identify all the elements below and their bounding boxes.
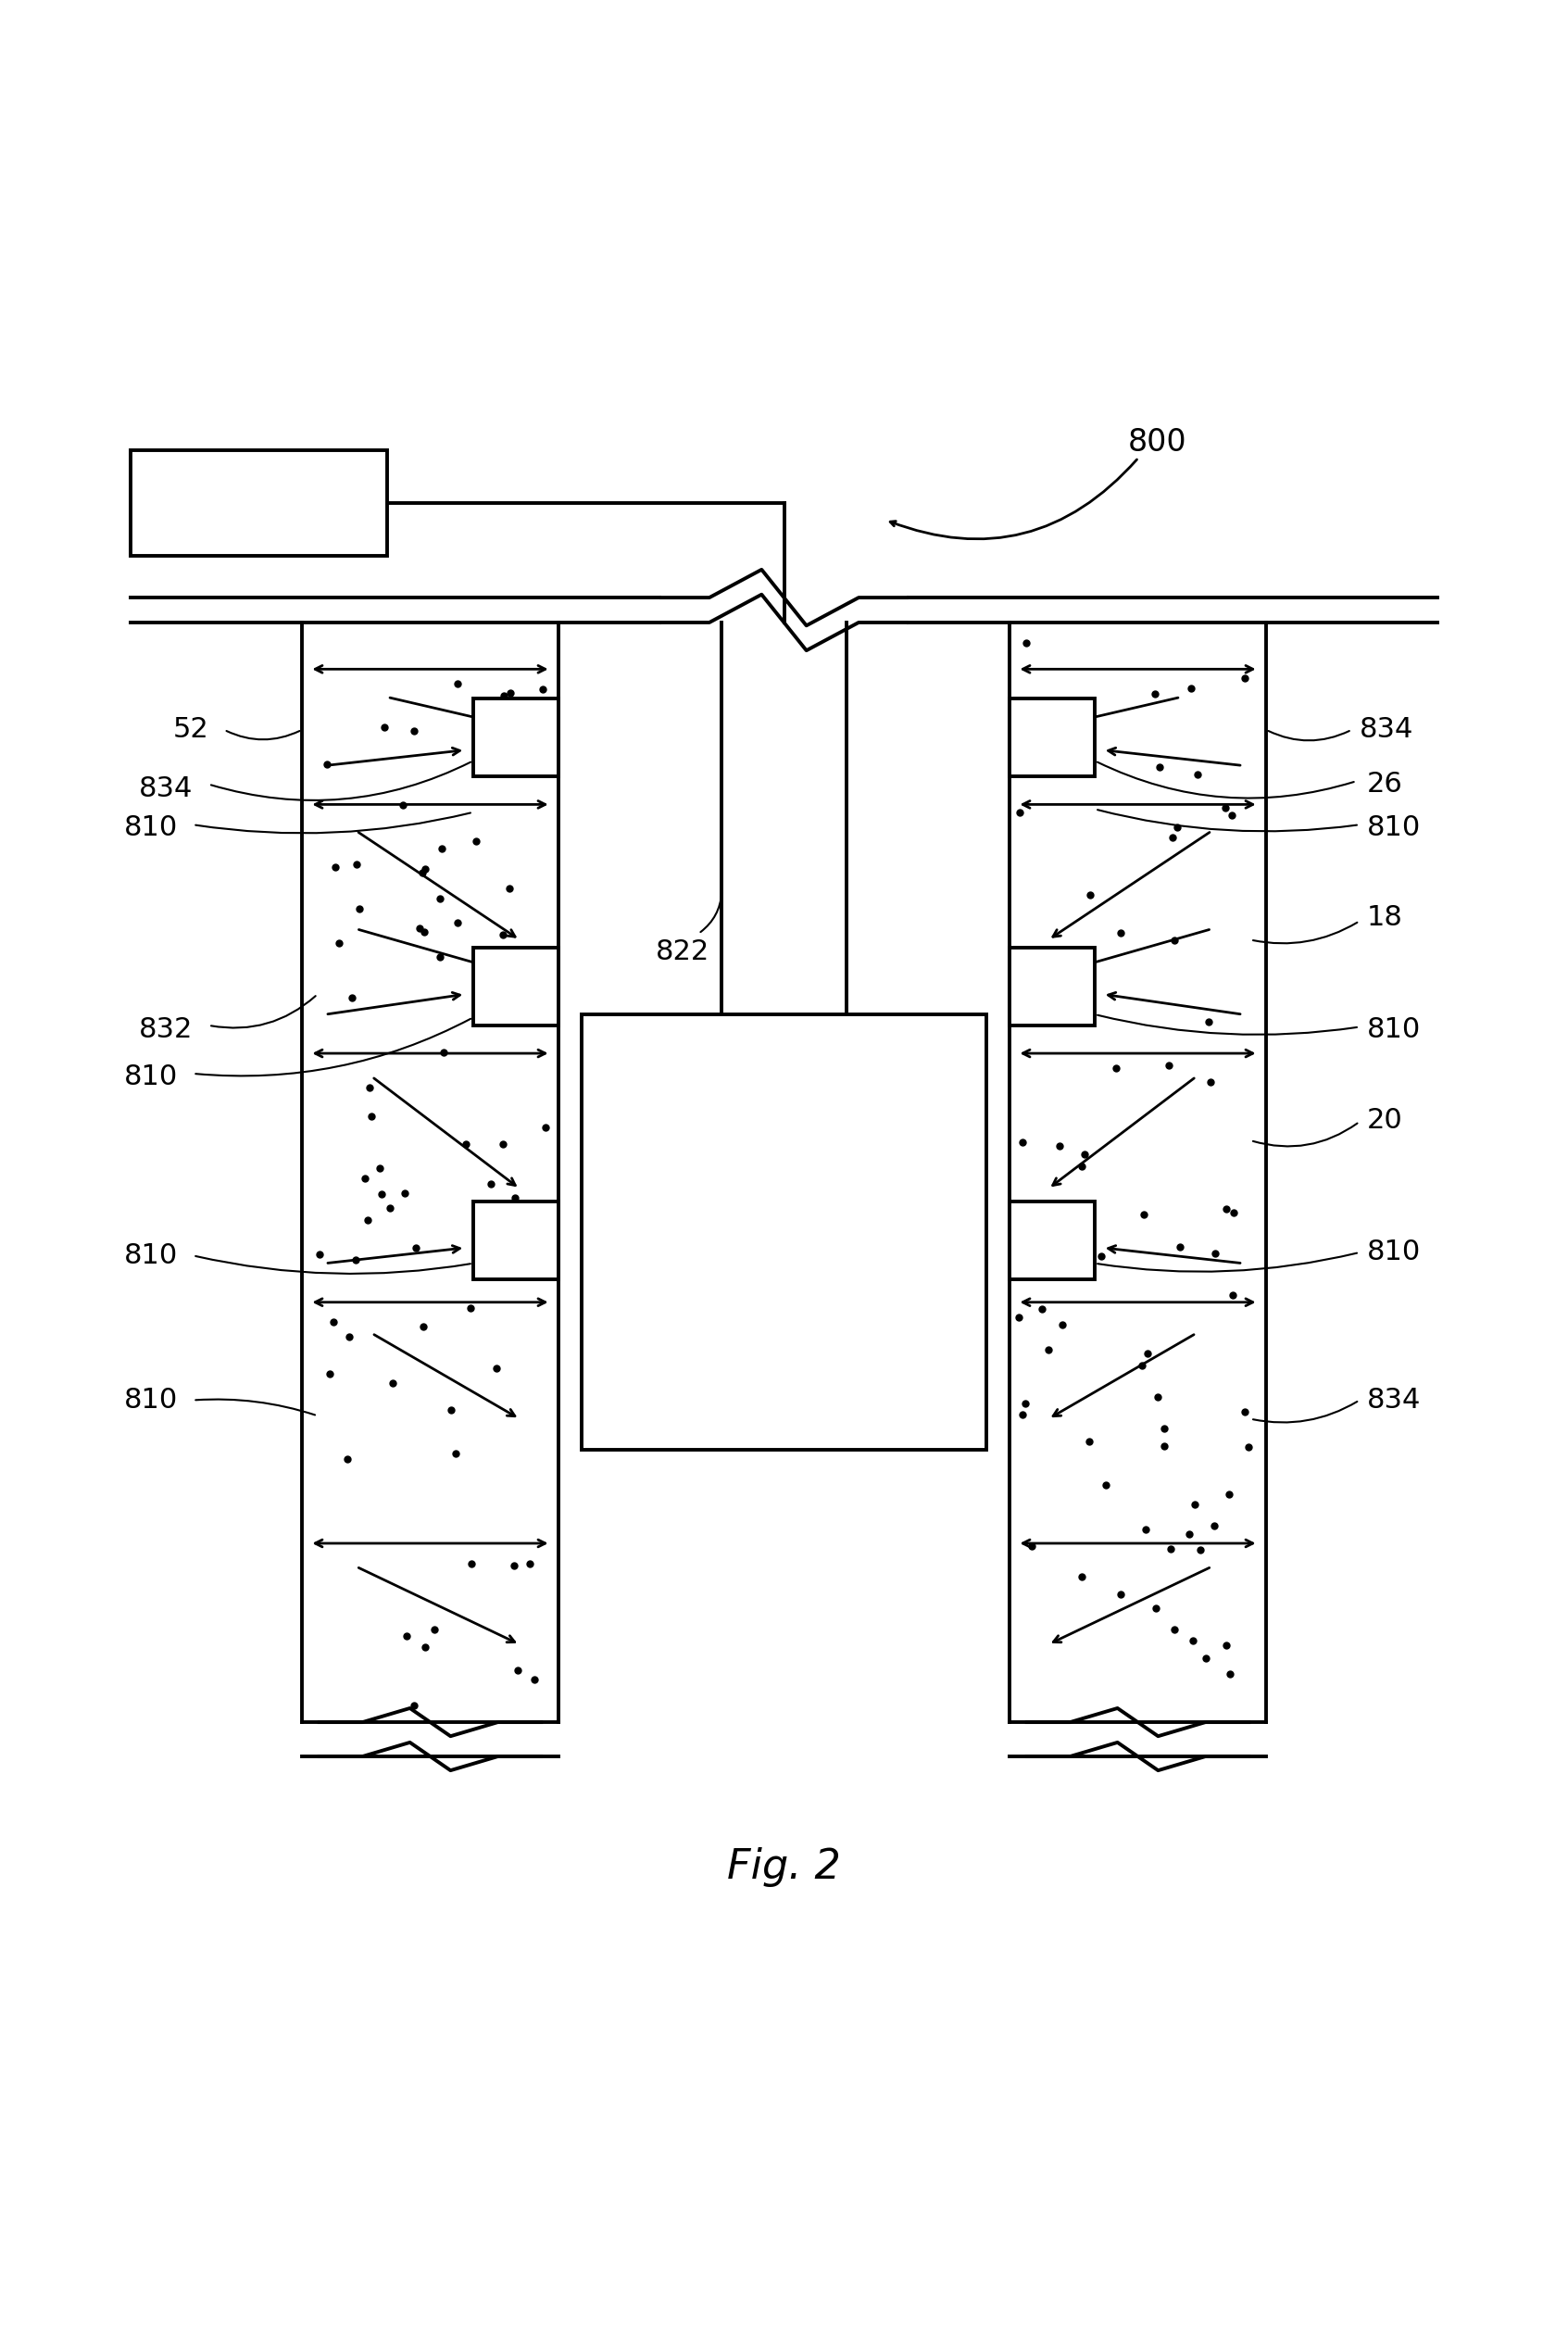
Text: 834: 834 xyxy=(1367,1388,1421,1413)
Bar xyxy=(474,1200,558,1280)
Text: 18: 18 xyxy=(1367,906,1403,931)
Text: 810: 810 xyxy=(124,814,177,840)
Bar xyxy=(1010,1200,1094,1280)
Text: 800: 800 xyxy=(1127,426,1187,456)
Bar xyxy=(474,700,558,777)
Bar xyxy=(1010,700,1094,777)
Text: 820: 820 xyxy=(753,1198,815,1228)
Text: 810: 810 xyxy=(124,1388,177,1413)
Text: 810: 810 xyxy=(124,1243,177,1268)
Text: 52: 52 xyxy=(172,716,209,744)
Text: 834: 834 xyxy=(140,775,193,803)
Text: 810: 810 xyxy=(124,1062,177,1090)
Text: 26: 26 xyxy=(1367,770,1403,798)
Bar xyxy=(130,449,387,555)
Bar xyxy=(474,948,558,1025)
Text: 822: 822 xyxy=(655,938,710,966)
Text: 20: 20 xyxy=(1367,1107,1403,1133)
Text: 834: 834 xyxy=(1359,716,1413,744)
Text: 830: 830 xyxy=(227,475,292,505)
Text: 810: 810 xyxy=(1367,1238,1421,1266)
Text: 832: 832 xyxy=(140,1016,193,1044)
Bar xyxy=(1010,948,1094,1025)
Text: 810: 810 xyxy=(1367,814,1421,840)
Text: 810: 810 xyxy=(1367,1016,1421,1044)
Text: Fig. 2: Fig. 2 xyxy=(728,1846,840,1886)
Bar xyxy=(582,1016,986,1451)
